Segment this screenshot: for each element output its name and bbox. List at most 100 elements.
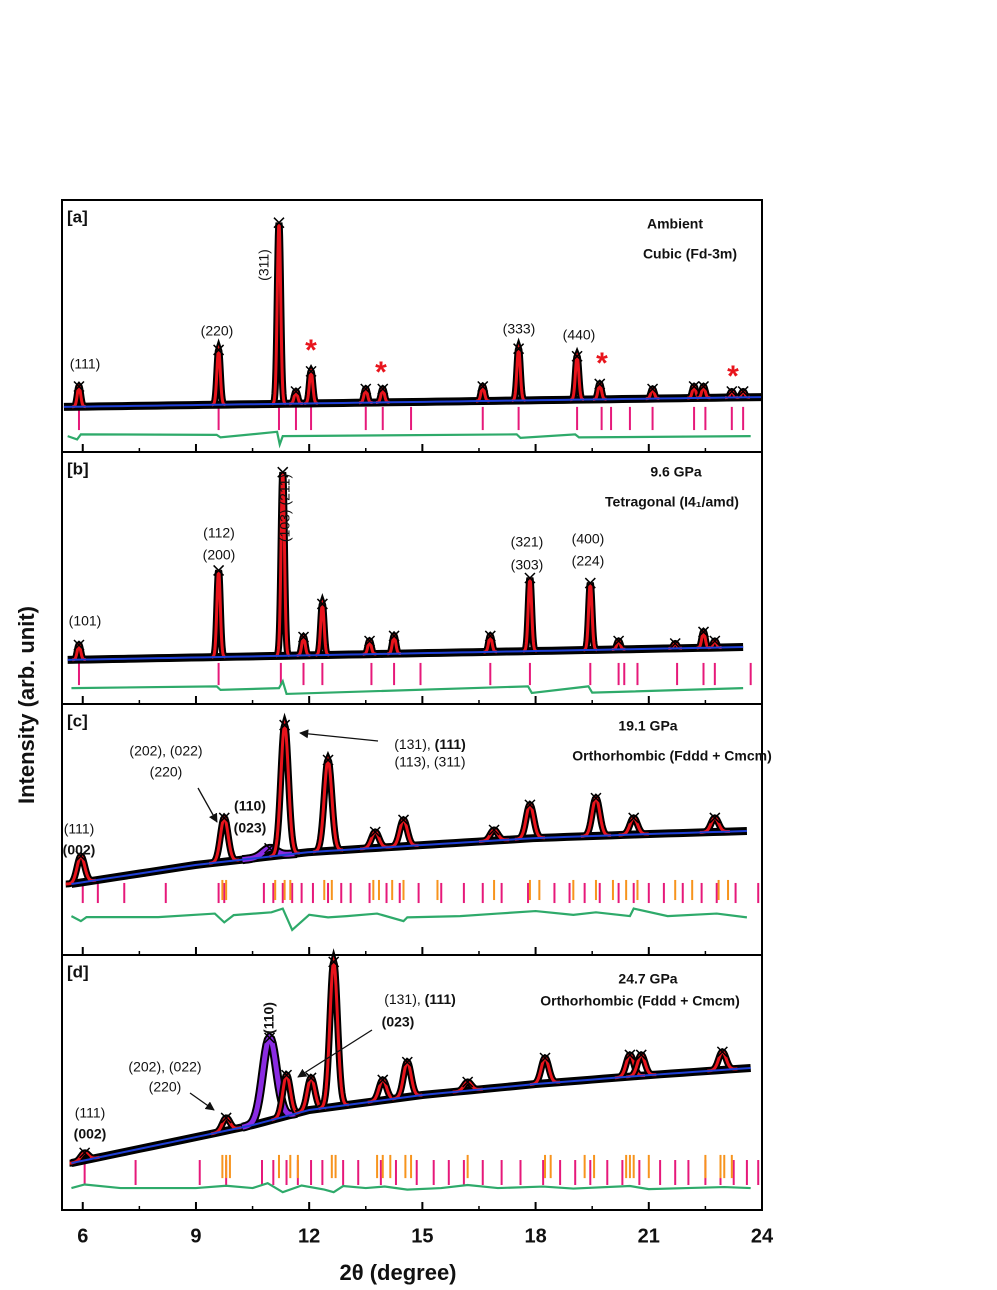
observed-point [669,637,681,650]
observed-point [305,365,317,377]
panel: 6 9 12 15 18 21 24 [d] 24.7 GPa Orthorhombic (Fdd… [61,948,774,1247]
observed-point [477,380,489,393]
hkl-label: (220) [149,1079,182,1095]
hkl-label: (023) [234,820,267,836]
observed-point [524,799,536,811]
y-axis-label: Intensity (arb. unit) [14,606,39,804]
arrow [197,787,218,823]
hkl-label: (131), (111) [384,991,456,1007]
hkl-label: (202), (022) [129,743,202,759]
observed-point [613,635,625,647]
observed-point [388,630,400,642]
hkl-label: (023) [382,1014,415,1030]
panel: [a] Ambient Cubic (Fd-3m) (111) (220) (311) (3… [61,199,763,453]
impurity-marker: * [305,334,317,367]
hkl-label: (321) [511,534,544,550]
impurity-marker: * [596,347,608,380]
observed-point [624,1049,636,1061]
hkl-label: (101) [69,613,102,629]
plots: [a] Ambient Cubic (Fd-3m) (111) (220) (311) (3… [61,199,774,1247]
observed-point [73,639,85,651]
observed-point [328,956,340,968]
panel-subtitle: Tetragonal (I4₁/amd) [605,494,739,510]
observed-point [73,380,85,393]
hkl-label: (002) [74,1126,107,1142]
arrow [189,1092,215,1111]
panel-frame [61,451,763,705]
observed-point [297,631,310,643]
panel-subtitle: Cubic (Fd-3m) [643,246,737,262]
observed-point [737,385,749,398]
observed-point [273,217,285,229]
hkl-label: (220) [150,764,183,780]
hkl-label: (303) [511,557,544,573]
observed-point [584,577,596,589]
x-tick-label: 6 [77,1225,88,1247]
hkl-label: (440) [563,327,596,343]
x-tick-label: 15 [411,1225,433,1247]
observed-point [79,1147,91,1159]
observed-point [277,466,289,478]
observed-point [264,1032,276,1044]
hkl-label: (220) [201,323,234,339]
observed-point [360,383,372,395]
panel-subtitle: Orthorhombic (Fddd + Cmcm) [540,993,740,1009]
observed-point [364,635,376,647]
observed-peak [312,750,344,856]
panel-subtitle: Orthorhombic (Fddd + Cmcm) [572,748,772,764]
panel-label: [c] [67,711,88,730]
hkl-part: (111) [425,991,456,1007]
observed-point [369,826,381,838]
observed-point [397,814,410,826]
hkl-part: (131), [384,991,424,1007]
panel-title: Ambient [647,216,703,232]
observed-point [539,1052,551,1064]
hkl-label: (111) [75,1105,106,1121]
observed-peak [580,793,612,840]
observed-peak [317,948,349,1113]
observed-point [462,1076,474,1088]
observed-point [590,792,602,804]
x-tick-label: 24 [751,1225,774,1247]
observed-point [697,626,710,638]
hkl-label: (202), (022) [128,1059,201,1075]
observed-point [488,824,500,836]
observed-point [280,1069,293,1081]
hkl-label: (113), (311) [394,754,465,770]
background-curve [63,396,763,408]
panel: [c] 19.1 GPa Orthorhombic (Fddd + Cmcm) (11… [61,703,772,956]
difference-curve [71,678,744,696]
hkl-label: (111) [64,821,95,837]
impurity-marker: * [727,360,739,393]
hkl-label: (400) [572,531,605,547]
observed-point [709,635,721,647]
observed-point [316,598,328,610]
observed-point [218,812,230,824]
x-tick-label: 12 [298,1225,320,1247]
hkl-part: (111) [435,736,466,752]
panel-label: [a] [67,207,88,226]
hkl-label: (110) [234,798,266,814]
observed-point [279,719,291,731]
arrows [189,729,379,1111]
difference-curve [71,1182,751,1194]
observed-point [377,1074,389,1086]
impurity-marker: * [375,356,387,389]
hkl-label: (111) [70,356,101,372]
difference-curve [70,907,748,932]
x-axis-label: 2θ (degree) [339,1260,456,1285]
observed-point [213,344,225,356]
hkl-label: (112) [203,525,235,541]
arrow [297,1029,373,1078]
observed-point [709,812,721,824]
observed-point [697,380,710,393]
hkl-label: (333) [503,321,536,337]
x-tick-label: 21 [638,1225,660,1247]
panel-label: [b] [67,459,89,478]
observed-point [377,383,389,395]
observed-point [290,385,302,398]
panel: [b] 9.6 GPa Tetragonal (I4₁/amd) (101) (112)… [61,451,763,705]
observed-point [628,812,640,824]
observed-point [594,378,606,390]
observed-point [513,343,525,355]
